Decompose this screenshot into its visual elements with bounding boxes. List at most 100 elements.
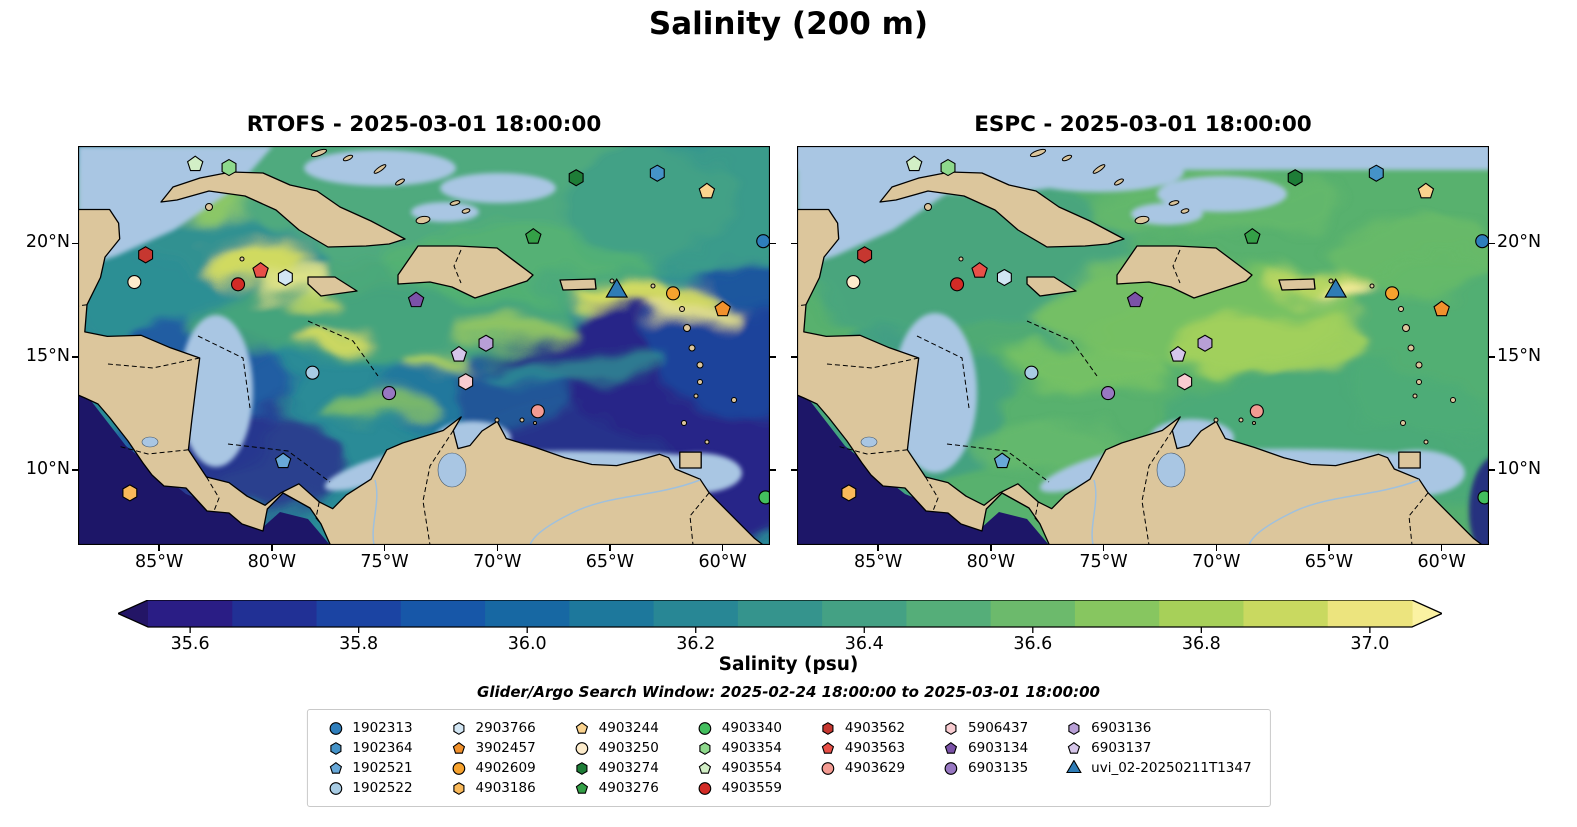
x-tick-label: 70°W <box>473 552 522 572</box>
legend-marker-uvi_02-20250211T1347 <box>1066 759 1083 773</box>
circle-marker-icon <box>698 721 712 735</box>
map-panel-rtofs <box>78 146 770 545</box>
x-tick <box>1440 545 1443 551</box>
legend-label: 5906437 <box>968 720 1029 736</box>
legend-entry-6903135: 6903135 <box>941 758 1028 778</box>
hexagon-marker-icon <box>1068 721 1080 735</box>
colorbar-tick-label: 37.0 <box>1350 634 1390 654</box>
x-tick <box>158 545 160 551</box>
platform-marker-6903135 <box>382 386 397 401</box>
legend-entry-4903559: 4903559 <box>695 778 782 798</box>
y-tick <box>770 469 776 471</box>
platform-marker-4903562 <box>857 246 873 264</box>
panel-title-espc: ESPC - 2025-03-01 18:00:00 <box>974 112 1312 137</box>
legend-column: 2903766 3902457 4902609 4903186 <box>449 718 536 798</box>
legend-label: 4902609 <box>475 760 536 776</box>
pentagon-marker-icon <box>575 721 588 734</box>
platform-markers-rtofs <box>122 155 770 505</box>
y-tick-label: 15°N <box>25 345 70 366</box>
figure-title: Salinity (200 m) <box>648 6 929 42</box>
platform-marker-4903354 <box>221 158 237 177</box>
hexagon-marker-icon <box>699 741 711 755</box>
y-tick <box>1489 242 1495 245</box>
legend-entry-1902364: 1902364 <box>325 738 413 758</box>
legend-marker-5906437 <box>945 721 957 735</box>
colorbar-tick-label: 36.0 <box>507 634 547 654</box>
legend-marker-1902522 <box>329 781 342 795</box>
platform-marker-4903250 <box>127 274 142 290</box>
platform-marker-1902522 <box>305 365 320 380</box>
x-tick-label: 85°W <box>134 552 184 572</box>
legend-marker-6903134 <box>944 741 958 754</box>
colorbar <box>118 600 1442 633</box>
platform-marker-1902313 <box>1475 234 1489 249</box>
platform-marker-3902457 <box>1433 300 1450 317</box>
legend-entry-6903136: 6903136 <box>1064 718 1251 738</box>
y-tick-label: 10°N <box>1497 459 1542 480</box>
legend-marker-1902521 <box>329 761 342 774</box>
y-tick <box>1489 469 1495 471</box>
map-panel-espc <box>797 146 1489 545</box>
x-tick-label: 75°W <box>360 552 409 572</box>
y-tick-label: 15°N <box>1497 345 1542 366</box>
legend-label: 4903274 <box>598 760 659 776</box>
platform-marker-6903134 <box>407 291 425 308</box>
triangle-marker-icon <box>1066 759 1083 773</box>
platform-marker-4903554 <box>905 155 923 172</box>
colorbar-tick-label: 36.4 <box>844 634 884 654</box>
platform-marker-6903134 <box>1126 291 1144 308</box>
y-tick <box>791 356 797 358</box>
legend-entry-4902609: 4902609 <box>449 758 536 778</box>
y-tick-label: 20°N <box>25 232 70 253</box>
legend-label: 6903134 <box>968 740 1029 756</box>
legend-marker-4902609 <box>452 761 465 775</box>
x-tick <box>1215 545 1217 551</box>
circle-marker-icon <box>452 761 465 775</box>
legend-entry-4903554: 4903554 <box>695 758 782 778</box>
platform-marker-1902521 <box>274 452 292 469</box>
legend-entry-uvi_02-20250211T1347: uvi_02-20250211T1347 <box>1064 758 1252 778</box>
legend-label: 1902313 <box>352 720 413 736</box>
legend-marker-3902457 <box>452 741 465 754</box>
platform-marker-4903244 <box>1417 182 1435 199</box>
pacific-deep-water <box>78 384 330 545</box>
platform-marker-4903244 <box>698 182 716 199</box>
legend-column: 4903562 4903563 4903629 <box>818 718 905 798</box>
platform-marker-1902522 <box>1024 365 1039 380</box>
legend-label: 4903186 <box>475 780 536 796</box>
legend-label: 4903244 <box>598 720 659 736</box>
legend-label: 4903559 <box>721 780 782 796</box>
legend-column: 6903136 6903137 uvi_02-20250211T1347 <box>1064 718 1252 798</box>
legend-entry-4903563: 4903563 <box>818 738 905 758</box>
colorbar-label: Salinity (psu) <box>718 654 859 675</box>
legend-label: 6903136 <box>1091 720 1152 736</box>
y-tick <box>72 242 78 245</box>
platform-marker-4903274 <box>1287 169 1303 187</box>
y-tick <box>72 356 78 358</box>
platform-marker-4903186 <box>841 484 857 502</box>
circle-marker-icon <box>821 761 835 775</box>
x-tick-label: 70°W <box>1192 552 1241 572</box>
legend-label: 4903250 <box>598 740 659 756</box>
platform-marker-6903135 <box>1101 386 1116 401</box>
legend-marker-4903186 <box>452 781 465 795</box>
colorbar-tick-label: 36.8 <box>1181 634 1221 654</box>
legend-marker-4903562 <box>822 721 834 735</box>
legend-entry-4903244: 4903244 <box>572 718 659 738</box>
legend-entry-5906437: 5906437 <box>941 718 1028 738</box>
hexagon-marker-icon <box>329 741 341 755</box>
platform-marker-1902364 <box>1368 164 1384 182</box>
platform-marker-4903250 <box>846 274 861 290</box>
legend-label: 4903354 <box>721 740 782 756</box>
x-tick-label: 65°W <box>1304 552 1354 572</box>
panel-title-rtofs: RTOFS - 2025-03-01 18:00:00 <box>246 112 602 137</box>
platform-markers-espc <box>841 155 1489 505</box>
platform-marker-4903563 <box>252 262 269 278</box>
platform-marker-4903629 <box>530 404 545 419</box>
legend-marker-1902313 <box>329 721 342 735</box>
pentagon-marker-icon <box>944 741 958 754</box>
y-tick <box>791 469 797 471</box>
circle-marker-icon <box>575 741 589 755</box>
hexagon-marker-icon <box>452 781 465 795</box>
legend-label: 4903554 <box>721 760 782 776</box>
